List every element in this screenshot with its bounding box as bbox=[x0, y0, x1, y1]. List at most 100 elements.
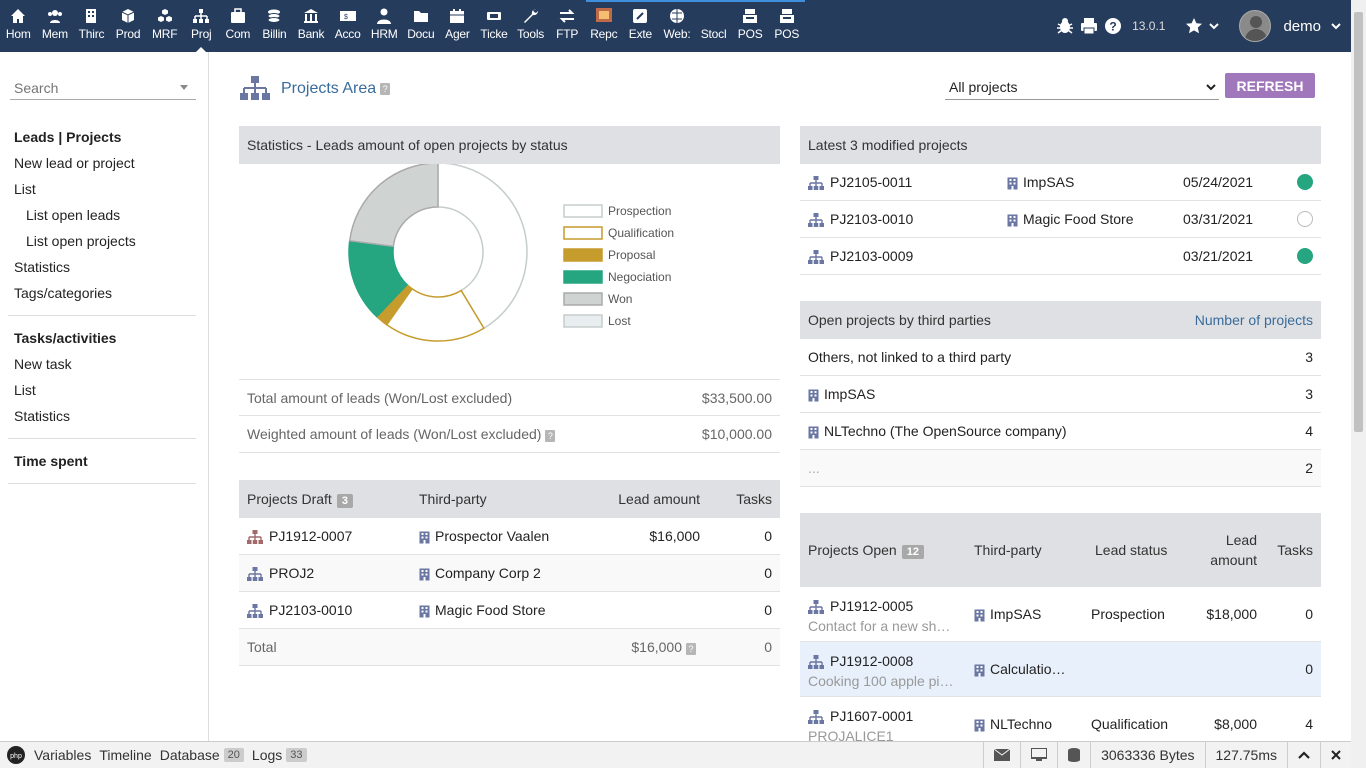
menu-item-list-open-projects[interactable]: List open projects bbox=[26, 233, 136, 249]
debug-tab[interactable]: Timeline bbox=[99, 747, 151, 763]
third-row[interactable]: ... 2 bbox=[800, 450, 1321, 487]
topmenu-item[interactable]: Docu bbox=[403, 0, 440, 52]
latest-ref-link[interactable]: PJ2103-0009 bbox=[808, 248, 913, 265]
open-third-link[interactable]: ImpSAS bbox=[974, 606, 1041, 622]
debug-tab[interactable]: Database 20 bbox=[160, 747, 244, 763]
menu-item-statistics[interactable]: Statistics bbox=[14, 259, 71, 275]
latest-ref: PJ2105-0011 bbox=[830, 173, 913, 190]
topmenu-item[interactable]: Web: bbox=[658, 0, 696, 52]
refresh-button[interactable]: REFRESH bbox=[1225, 73, 1315, 98]
topmenu-item[interactable]: MRF bbox=[146, 0, 183, 52]
draft-third-link[interactable]: Magic Food Store bbox=[419, 602, 546, 618]
chevron-down-icon[interactable] bbox=[1331, 22, 1341, 30]
topmenu-item[interactable]: POS bbox=[768, 0, 805, 52]
third-row[interactable]: NLTechno (The OpenSource company) 4 bbox=[800, 413, 1321, 450]
help-icon[interactable]: ? bbox=[545, 430, 556, 442]
debug-tab[interactable]: Variables bbox=[34, 747, 91, 763]
topmenu-item[interactable]: Prod bbox=[110, 0, 147, 52]
latest-row[interactable]: PJ2103-0010 Magic Food Store 03/31/2021 bbox=[800, 201, 1321, 238]
draft-row[interactable]: PJ2103-0010 Magic Food Store 0 bbox=[239, 592, 780, 629]
topmenu-item[interactable]: Ager bbox=[439, 0, 476, 52]
topmenu-item[interactable]: Exte bbox=[622, 0, 659, 52]
menu-item-task-list[interactable]: List bbox=[14, 382, 36, 398]
printer-icon[interactable] bbox=[1080, 17, 1098, 35]
menu-item-list[interactable]: List bbox=[14, 181, 36, 197]
topmenu-item[interactable]: Hom bbox=[0, 0, 37, 52]
topmenu-item[interactable]: FTP bbox=[549, 0, 586, 52]
draft-third-link[interactable]: Prospector Vaalen bbox=[419, 528, 549, 544]
avatar[interactable] bbox=[1239, 10, 1272, 42]
latest-ref-link[interactable]: PJ2105-0011 bbox=[808, 173, 913, 191]
menu-title-tasks[interactable]: Tasks/activities bbox=[14, 330, 117, 346]
donut-slice-prospection[interactable] bbox=[437, 162, 528, 330]
search-dropdown-icon[interactable] bbox=[180, 85, 188, 90]
topmenu-item[interactable]: Tools bbox=[512, 0, 549, 52]
draft-header-third: Third-party bbox=[419, 491, 487, 507]
menu-item-list-open-leads[interactable]: List open leads bbox=[26, 207, 121, 223]
open-ref-cell[interactable]: PJ1912-0008 Cooking 100 apple pi… bbox=[808, 651, 963, 691]
help-icon[interactable]: ? bbox=[380, 83, 391, 95]
vertical-scrollbar[interactable] bbox=[1351, 0, 1366, 768]
draft-row[interactable]: PJ1912-0007 Prospector Vaalen $16,000 0 bbox=[239, 518, 780, 555]
chevron-up-icon[interactable] bbox=[1287, 742, 1320, 768]
menu-item-task-statistics[interactable]: Statistics bbox=[14, 408, 71, 424]
open-ref-cell[interactable]: PJ1912-0005 Contact for a new sh… bbox=[808, 596, 963, 636]
topmenu-item[interactable]: Ticke bbox=[476, 0, 513, 52]
topmenu-item[interactable]: Repc bbox=[585, 0, 623, 52]
help-icon[interactable]: ? bbox=[686, 643, 696, 655]
topmenu-item[interactable]: Billin bbox=[256, 0, 293, 52]
open-row[interactable]: PJ1912-0008 Cooking 100 apple pi… Calculat… bbox=[800, 642, 1321, 697]
menu-title-leads-projects[interactable]: Leads | Projects bbox=[14, 129, 122, 145]
topmenu-item[interactable]: Stocl bbox=[695, 0, 732, 52]
menu-item-new-lead[interactable]: New lead or project bbox=[14, 155, 135, 171]
third-name-link[interactable]: NLTechno (The OpenSource company) bbox=[808, 423, 1067, 439]
topmenu-item[interactable]: Com bbox=[220, 0, 257, 52]
username[interactable]: demo bbox=[1283, 17, 1321, 35]
leads-donut-chart[interactable]: Prospection Qualification Proposal Negociat… bbox=[239, 162, 780, 379]
latest-ref-link[interactable]: PJ2103-0010 bbox=[808, 211, 913, 228]
close-icon[interactable] bbox=[1320, 742, 1351, 768]
latest-third-link[interactable]: Magic Food Store bbox=[1007, 211, 1134, 227]
projects-filter-select[interactable]: All projects bbox=[945, 74, 1219, 100]
draft-ref-link[interactable]: PJ2103-0010 bbox=[247, 602, 352, 619]
debug-tab[interactable]: Logs 33 bbox=[252, 747, 307, 763]
open-row[interactable]: PJ1912-0005 Contact for a new sh… ImpSAS Pr… bbox=[800, 587, 1321, 642]
scrollbar-thumb[interactable] bbox=[1354, 12, 1363, 432]
third-name-link[interactable]: ImpSAS bbox=[808, 386, 875, 402]
bug-icon[interactable] bbox=[1056, 17, 1074, 35]
search-input[interactable] bbox=[10, 76, 196, 100]
latest-row[interactable]: PJ2105-0011 ImpSAS 05/24/2021 bbox=[800, 164, 1321, 201]
topmenu-item[interactable]: Bank bbox=[293, 0, 330, 52]
open-third-link[interactable]: NLTechno bbox=[974, 716, 1052, 732]
menu-item-new-task[interactable]: New task bbox=[14, 356, 72, 372]
draft-third-link[interactable]: Company Corp 2 bbox=[419, 565, 541, 581]
open-ref-cell[interactable]: PJ1607-0001 PROJALICE1 bbox=[808, 706, 963, 742]
menu-item-tags[interactable]: Tags/categories bbox=[14, 285, 113, 301]
topmenu-item[interactable]: POS bbox=[731, 0, 769, 52]
third-row[interactable]: Others, not linked to a third party 3 bbox=[800, 339, 1321, 376]
php-logo-icon[interactable]: php bbox=[6, 745, 26, 765]
topmenu-item[interactable]: $ Acco bbox=[329, 0, 366, 52]
donut-slice-won[interactable] bbox=[348, 162, 439, 248]
star-icon[interactable] bbox=[1185, 17, 1203, 35]
draft-ref-link[interactable]: PROJ2 bbox=[247, 565, 314, 582]
topmenu-item[interactable]: HRM bbox=[366, 0, 403, 52]
draft-row[interactable]: PROJ2 Company Corp 2 0 bbox=[239, 555, 780, 592]
menu-title-time-spent[interactable]: Time spent bbox=[14, 453, 88, 469]
chevron-down-icon[interactable] bbox=[1209, 22, 1220, 30]
mail-icon[interactable] bbox=[983, 742, 1020, 768]
topmenu-item[interactable]: Proj bbox=[183, 0, 220, 52]
latest-row[interactable]: PJ2103-0009 03/21/2021 bbox=[800, 238, 1321, 275]
database-icon[interactable] bbox=[1057, 742, 1090, 768]
top-right-tools: ? 13.0.1 demo bbox=[1056, 0, 1341, 52]
open-row[interactable]: PJ1607-0001 PROJALICE1 NLTechno Qualificati… bbox=[800, 697, 1321, 742]
topmenu-item[interactable]: Mem bbox=[37, 0, 74, 52]
topmenu-label: HRM bbox=[370, 27, 398, 41]
open-third-link[interactable]: Calculatio… bbox=[974, 661, 1065, 677]
topmenu-item[interactable]: Thirc bbox=[73, 0, 110, 52]
draft-ref-link[interactable]: PJ1912-0007 bbox=[247, 528, 352, 545]
third-row[interactable]: ImpSAS 3 bbox=[800, 376, 1321, 413]
latest-third-link[interactable]: ImpSAS bbox=[1007, 174, 1074, 190]
help-icon[interactable]: ? bbox=[1104, 17, 1122, 35]
monitor-icon[interactable] bbox=[1020, 742, 1057, 768]
